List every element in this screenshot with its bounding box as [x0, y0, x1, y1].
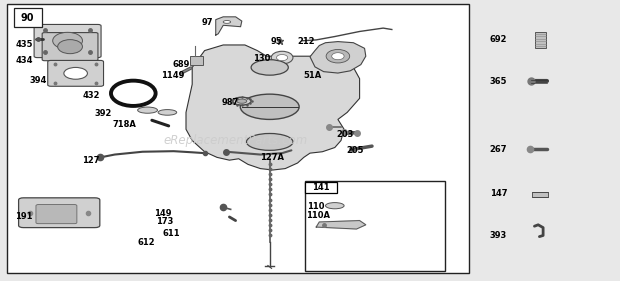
Ellipse shape: [277, 55, 288, 61]
Ellipse shape: [326, 203, 344, 209]
Ellipse shape: [232, 97, 251, 105]
Ellipse shape: [223, 21, 231, 23]
FancyBboxPatch shape: [34, 24, 101, 58]
Ellipse shape: [332, 53, 344, 60]
FancyBboxPatch shape: [42, 33, 98, 61]
Bar: [190, 56, 203, 65]
Bar: [14, 8, 42, 27]
Ellipse shape: [58, 40, 82, 54]
Text: 130: 130: [253, 54, 270, 63]
Text: eReplacementParts.com: eReplacementParts.com: [164, 134, 308, 147]
Polygon shape: [316, 221, 366, 229]
Ellipse shape: [158, 110, 177, 115]
Text: 90: 90: [21, 13, 34, 22]
Text: 393: 393: [490, 231, 507, 240]
Ellipse shape: [64, 67, 87, 79]
Text: 51A: 51A: [304, 71, 322, 80]
FancyBboxPatch shape: [36, 205, 77, 224]
Text: 191: 191: [16, 212, 33, 221]
Polygon shape: [186, 45, 360, 170]
Text: 173: 173: [156, 217, 174, 226]
Text: 432: 432: [82, 91, 100, 100]
Text: 394: 394: [30, 76, 47, 85]
Text: 97: 97: [202, 18, 213, 27]
Text: 212: 212: [298, 37, 315, 46]
Ellipse shape: [272, 51, 293, 64]
Text: 205: 205: [346, 146, 363, 155]
Text: 147: 147: [490, 189, 507, 198]
FancyBboxPatch shape: [19, 198, 100, 228]
Ellipse shape: [251, 60, 288, 75]
Text: 689: 689: [172, 60, 190, 69]
Text: 987: 987: [222, 98, 239, 107]
Bar: [532, 192, 548, 197]
Text: 692: 692: [490, 35, 507, 44]
Text: 1149: 1149: [161, 71, 185, 80]
Text: 435: 435: [16, 40, 33, 49]
Text: 127: 127: [82, 156, 99, 165]
Polygon shape: [216, 17, 242, 35]
Text: 149: 149: [154, 209, 171, 218]
Ellipse shape: [237, 99, 247, 103]
Text: 267: 267: [490, 145, 507, 154]
Ellipse shape: [326, 49, 350, 63]
Text: 141: 141: [312, 183, 330, 192]
Text: 110: 110: [308, 202, 325, 211]
Ellipse shape: [138, 107, 157, 113]
Text: 365: 365: [490, 77, 507, 86]
Bar: [305, 182, 337, 193]
Text: 611: 611: [162, 229, 180, 238]
Bar: [535, 32, 546, 48]
Text: 612: 612: [138, 238, 155, 247]
Text: 434: 434: [16, 56, 33, 65]
Text: 392: 392: [95, 109, 112, 118]
Polygon shape: [310, 42, 366, 73]
Text: 127A: 127A: [260, 153, 285, 162]
Ellipse shape: [246, 133, 293, 150]
Ellipse shape: [241, 94, 299, 119]
Text: 110A: 110A: [306, 211, 330, 220]
Bar: [305, 181, 445, 271]
FancyBboxPatch shape: [48, 60, 104, 86]
Ellipse shape: [53, 32, 82, 49]
Text: 718A: 718A: [113, 120, 137, 129]
Text: 95: 95: [271, 37, 283, 46]
Bar: [7, 4, 469, 273]
Text: 203: 203: [337, 130, 354, 139]
